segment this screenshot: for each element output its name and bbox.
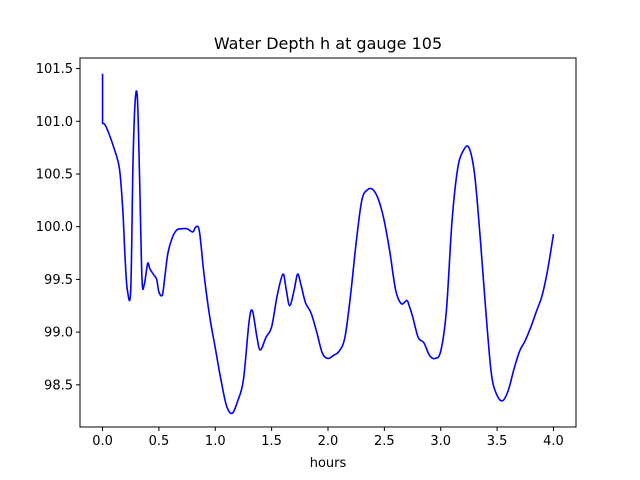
series-layer <box>101 73 555 415</box>
y-axis-ticks: 98.5 99.0 99.5 100.0 100.5 101.0 101.5 <box>36 62 80 393</box>
y-tick-label: 99.5 <box>44 273 73 288</box>
x-axis-label: hours <box>310 456 347 471</box>
x-tick-label: 0.0 <box>92 434 113 449</box>
x-tick-label: 1.0 <box>205 434 226 449</box>
y-tick-label: 101.5 <box>36 62 73 77</box>
y-tick-label: 101.0 <box>36 115 73 130</box>
x-tick-label: 2.0 <box>318 434 339 449</box>
y-tick-label: 99.0 <box>44 326 73 341</box>
y-tick-label: 100.5 <box>36 167 73 182</box>
x-axis-ticks: 0.0 0.5 1.0 1.5 2.0 2.5 3.0 3.5 4.0 <box>92 427 564 449</box>
x-tick-label: 0.5 <box>149 434 170 449</box>
x-tick-label: 2.5 <box>374 434 395 449</box>
y-tick-label: 98.5 <box>44 378 73 393</box>
x-tick-label: 3.5 <box>487 434 508 449</box>
x-tick-label: 1.5 <box>261 434 282 449</box>
series-line <box>101 73 555 415</box>
x-tick-label: 3.0 <box>430 434 451 449</box>
x-tick-label: 4.0 <box>543 434 564 449</box>
y-tick-label: 100.0 <box>36 220 73 235</box>
plot-frame <box>79 57 577 428</box>
chart-title: Water Depth h at gauge 105 <box>214 34 442 53</box>
